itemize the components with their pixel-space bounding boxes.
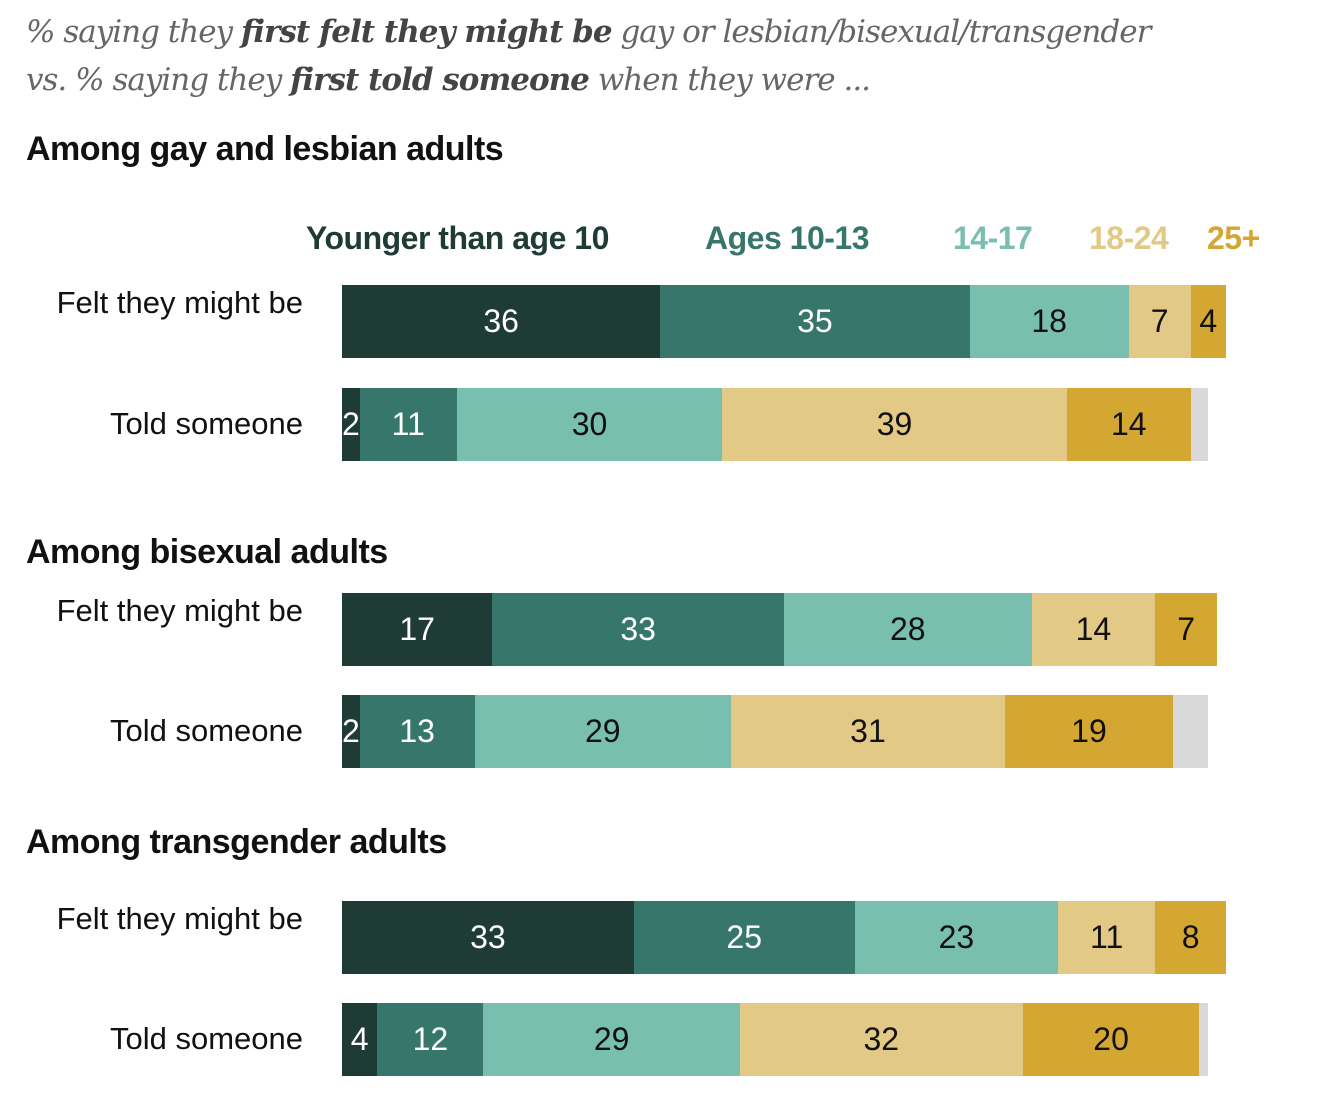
bar-segment-ages-10-13: 13 xyxy=(359,695,475,768)
bar-segment-25-: 8 xyxy=(1155,901,1226,974)
legend-under-10: Younger than age 10 xyxy=(306,220,609,256)
bar-segment-14-17: 29 xyxy=(474,695,731,768)
bar-segment-ages-10-13: 12 xyxy=(377,1003,484,1076)
bar-segment-18-24: 31 xyxy=(730,695,1005,768)
row-label: Felt they might be xyxy=(56,593,303,628)
row-label: Told someone xyxy=(109,406,303,441)
bar-segment-18-24: 14 xyxy=(1031,593,1156,666)
row-label: Felt they might be xyxy=(56,285,303,320)
legend-10-13: Ages 10-13 xyxy=(705,220,869,256)
bar-segment-25-: 14 xyxy=(1066,388,1191,461)
bar-segment-25-: 20 xyxy=(1022,1003,1200,1076)
chart-title: % saying they first felt they might be g… xyxy=(26,8,1151,104)
bar-segment-18-24: 39 xyxy=(722,388,1067,461)
bar-segment-25-: 19 xyxy=(1005,695,1173,768)
bar-segment-younger-than-age-10: 33 xyxy=(342,901,634,974)
legend-25-plus: 25+ xyxy=(1207,220,1260,256)
bar-segment-ages-10-13: 35 xyxy=(660,285,970,358)
title-emphasis: first felt they might be xyxy=(240,14,613,50)
bar-segment-25-: 4 xyxy=(1190,285,1226,358)
bar-segment-younger-than-age-10: 4 xyxy=(342,1003,378,1076)
title-text: when they were ... xyxy=(588,62,871,98)
bar-segment-ages-10-13: 33 xyxy=(492,593,784,666)
bar-segment-remainder xyxy=(1199,1003,1209,1076)
bar-segment-ages-10-13: 25 xyxy=(633,901,855,974)
section-heading: Among transgender adults xyxy=(26,823,447,861)
title-text: % saying they xyxy=(26,14,241,50)
bar-segment-14-17: 29 xyxy=(483,1003,740,1076)
bar-segment-14-17: 18 xyxy=(969,285,1129,358)
bar-segment-remainder xyxy=(1172,695,1209,768)
bar-segment-14-17: 23 xyxy=(854,901,1059,974)
bar-segment-remainder xyxy=(1190,388,1209,461)
bar-segment-14-17: 30 xyxy=(456,388,723,461)
title-text: gay or lesbian/bisexual/transgender xyxy=(611,14,1151,50)
bar-segment-younger-than-age-10: 17 xyxy=(342,593,493,666)
bar-segment-18-24: 11 xyxy=(1058,901,1156,974)
bar-segment-18-24: 32 xyxy=(739,1003,1023,1076)
row-label: Told someone xyxy=(109,713,303,748)
bar-segment-ages-10-13: 11 xyxy=(359,388,457,461)
legend-18-24: 18-24 xyxy=(1089,220,1169,256)
section-heading: Among gay and lesbian adults xyxy=(26,130,504,168)
row-label: Told someone xyxy=(109,1021,303,1056)
legend-14-17: 14-17 xyxy=(953,220,1033,256)
title-emphasis: first told someone xyxy=(290,62,590,98)
bar-segment-14-17: 28 xyxy=(784,593,1032,666)
row-label: Felt they might be xyxy=(56,901,303,936)
bar-segment-younger-than-age-10: 2 xyxy=(342,388,360,461)
bar-segment-younger-than-age-10: 36 xyxy=(342,285,661,358)
bar-segment-18-24: 7 xyxy=(1128,285,1191,358)
section-heading: Among bisexual adults xyxy=(26,533,388,571)
title-text: vs. % saying they xyxy=(26,62,291,98)
bar-segment-younger-than-age-10: 2 xyxy=(342,695,360,768)
bar-segment-25-: 7 xyxy=(1155,593,1218,666)
